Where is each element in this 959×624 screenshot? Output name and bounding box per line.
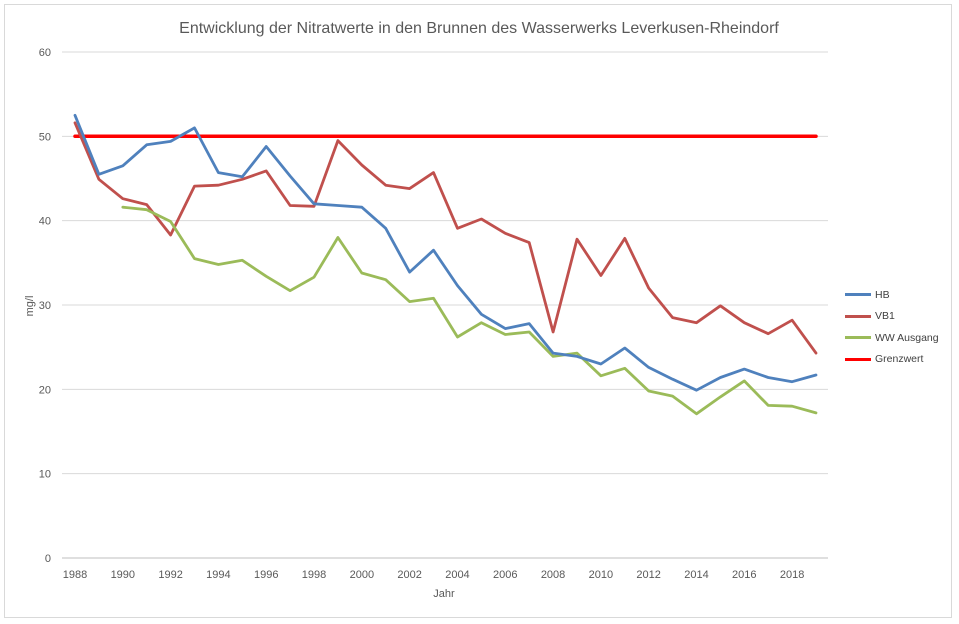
legend-label: WW Ausgang [875,331,939,344]
gridlines [62,51,828,559]
legend-item: WW Ausgang [845,327,939,349]
x-tick-label: 1988 [63,569,87,581]
legend-swatch [845,293,871,297]
x-tick-label: 2004 [445,569,469,581]
series-line-ww-ausgang [121,205,818,416]
x-tick-label: 2012 [636,569,660,581]
legend-label: Grenzwert [875,353,924,366]
series-line-hb [73,113,818,392]
y-tick-label: 60 [39,47,51,59]
x-tick-label: 2006 [493,569,517,581]
x-axis-label: Jahr [433,588,455,600]
legend: HB VB1 WW Ausgang Grenzwert [845,284,939,370]
series-line-vb1 [73,121,818,355]
y-tick-label: 50 [39,131,51,143]
x-tick-label: 2010 [589,569,613,581]
y-tick-label: 20 [39,384,51,396]
series-lines [73,113,818,416]
chart-title: Entwicklung der Nitratwerte in den Brunn… [179,20,779,37]
y-tick-labels: 0 10 20 30 40 50 60 [39,47,51,565]
x-tick-label: 2008 [541,569,565,581]
x-tick-label: 2016 [732,569,756,581]
x-tick-label: 2000 [350,569,374,581]
legend-label: VB1 [875,310,895,323]
x-tick-label: 2014 [684,569,708,581]
x-tick-label: 2002 [397,569,421,581]
y-axis-label: mg/l [24,296,36,317]
x-tick-label: 1992 [158,569,182,581]
legend-swatch [845,357,871,361]
x-tick-label: 1990 [111,569,135,581]
x-tick-label: 1996 [254,569,278,581]
y-tick-label: 30 [39,300,51,312]
x-tick-label: 2018 [780,569,804,581]
legend-swatch [845,314,871,318]
legend-item: VB1 [845,306,939,328]
x-tick-label: 1994 [206,569,230,581]
x-tick-label: 1998 [302,569,326,581]
legend-swatch [845,336,871,340]
legend-label: HB [875,288,890,301]
y-tick-label: 0 [45,553,51,565]
y-tick-label: 40 [39,216,51,228]
y-tick-label: 10 [39,469,51,481]
legend-item: Grenzwert [845,349,939,371]
legend-item: HB [845,284,939,306]
x-tick-labels: 1988 1990 1992 1994 1996 1998 2000 2002 2004 2006… [63,569,805,581]
